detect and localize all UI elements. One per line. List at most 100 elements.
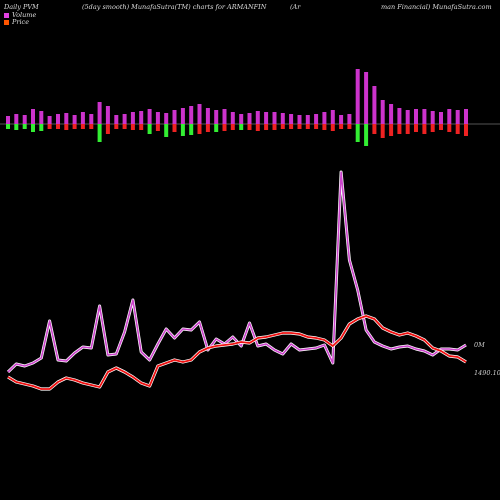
volume-bar-up <box>164 113 169 124</box>
volume-bar-up <box>314 114 319 124</box>
volume-bar-down <box>97 124 102 142</box>
header-subtitle-2: (Ar <box>290 3 301 11</box>
volume-bar-up <box>130 112 135 124</box>
legend-price-label: Price <box>12 18 30 26</box>
legend-volume-label: Volume <box>12 11 37 19</box>
price-line <box>7 315 467 390</box>
volume-bar-up <box>414 109 418 124</box>
volume-bar-down <box>272 124 277 130</box>
volume-bar-down <box>14 124 19 130</box>
volume-bar-down <box>414 124 418 132</box>
volume-bar-up <box>322 112 327 124</box>
legend-volume: Volume <box>4 11 36 19</box>
volume-bar-down <box>89 124 94 129</box>
volume-bar-up <box>14 114 19 124</box>
volume-bar-up <box>355 69 360 124</box>
volume-bar-down <box>239 124 244 130</box>
volume-bar-down <box>114 124 119 129</box>
volume-bar-down <box>380 124 385 138</box>
volume-bar-down <box>105 124 110 134</box>
volume-bar-up <box>39 111 44 124</box>
volume-bar-down <box>22 124 27 129</box>
volume-bar-up <box>72 115 77 124</box>
volume-bar-down <box>155 124 160 131</box>
volume-bar-down <box>330 124 335 131</box>
volume-bar-down <box>422 124 427 134</box>
volume-bar-up <box>222 109 227 124</box>
volume-bar-up <box>372 86 377 124</box>
volume-bar-up <box>155 112 160 124</box>
volume-bar-up <box>397 108 402 124</box>
volume-bar-down <box>189 124 194 135</box>
volume-bar-down <box>397 124 402 134</box>
volume-bar-down <box>172 124 177 132</box>
volume-bar-down <box>289 124 294 129</box>
volume-bar-down <box>247 124 252 130</box>
volume-bar-up <box>439 112 443 124</box>
volume-bar-up <box>147 109 152 124</box>
volume-bar-up <box>422 109 427 124</box>
volume-bar-up <box>330 110 335 124</box>
volume-bar-up <box>47 116 52 124</box>
volume-bar-down <box>355 124 360 142</box>
volume-bar-down <box>339 124 344 129</box>
volume-bar-down <box>347 124 352 129</box>
volume-bar-up <box>205 108 210 124</box>
volume-bar-up <box>339 115 344 124</box>
volume-bar-up <box>255 111 260 124</box>
volume-bar-up <box>464 109 468 124</box>
volume-bar-down <box>430 124 435 132</box>
volume-bar-down <box>214 124 219 132</box>
legend-price: Price <box>4 18 29 26</box>
volume-bar-down <box>56 124 60 129</box>
volume-bar-up <box>430 111 435 124</box>
volume-bar-down <box>180 124 185 136</box>
volume-bar-up <box>180 108 185 124</box>
volume-bar-up <box>364 72 369 124</box>
volume-bar-down <box>314 124 319 129</box>
volume-bar-up <box>214 110 219 124</box>
volume-bar-down <box>389 124 394 136</box>
volume-bar-up <box>80 112 85 124</box>
volume-last-label: 0M <box>474 341 485 349</box>
header-company: man Financial) MunafaSutra.com <box>381 3 492 11</box>
legend-price-swatch <box>4 19 9 25</box>
volume-bar-down <box>64 124 69 130</box>
volume-bar-down <box>222 124 227 131</box>
volume-bar-down <box>447 124 452 132</box>
volume-bar-up <box>447 109 452 124</box>
volume-bar-down <box>139 124 144 130</box>
volume-bar-up <box>56 114 60 124</box>
volume-bar-down <box>205 124 210 132</box>
volume-bar-up <box>97 102 102 124</box>
volume-bar-down <box>280 124 285 129</box>
volume-bar-up <box>347 114 352 124</box>
volume-bars <box>6 69 468 146</box>
volume-bar-up <box>389 104 394 124</box>
volume-bar-down <box>305 124 310 129</box>
volume-bar-up <box>105 106 110 124</box>
volume-bar-up <box>239 114 244 124</box>
volume-bar-up <box>305 115 310 124</box>
volume-bar-up <box>247 113 252 124</box>
volume-bar-up <box>380 100 385 124</box>
volume-bar-down <box>364 124 369 146</box>
price-last-label: 1490.10 <box>474 369 500 377</box>
volume-bar-down <box>80 124 85 129</box>
volume-bar-down <box>464 124 468 136</box>
volume-bar-down <box>6 124 10 129</box>
volume-bar-down <box>47 124 52 129</box>
volume-bar-up <box>31 109 35 124</box>
volume-bar-up <box>139 111 144 124</box>
volume-bar-down <box>405 124 410 134</box>
volume-bar-down <box>372 124 377 134</box>
volume-bar-down <box>39 124 44 131</box>
volume-bar-down <box>122 124 127 129</box>
volume-bar-up <box>189 106 194 124</box>
volume-bar-up <box>197 104 202 124</box>
volume-bar-up <box>264 112 269 124</box>
volume-bar-down <box>297 124 302 129</box>
header-subtitle: (5day smooth) MunafaSutra(TM) charts for… <box>82 3 267 11</box>
volume-bar-up <box>6 116 10 124</box>
